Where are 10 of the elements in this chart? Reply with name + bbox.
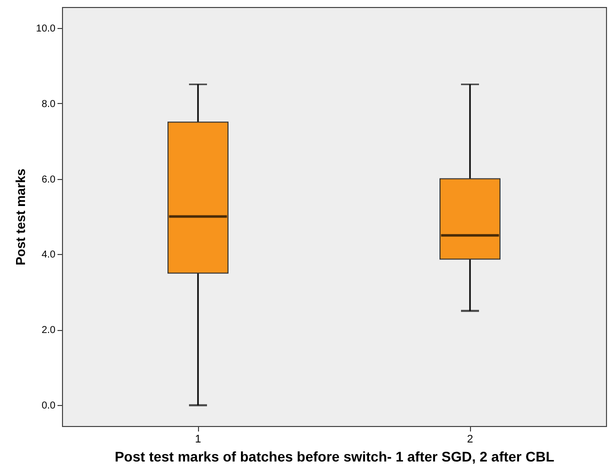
y-tick-label: 10.0 (36, 23, 56, 34)
y-tick-label: 2.0 (42, 325, 56, 336)
y-axis-title: Post test marks (13, 168, 28, 266)
x-tick-label: 2 (466, 434, 474, 446)
y-tick-label: 0.0 (42, 400, 56, 412)
y-tick-label: 6.0 (42, 174, 56, 186)
y-tick-label: 4.0 (42, 250, 56, 261)
y-tick-label: 8.0 (42, 98, 56, 110)
x-tick-label: 1 (194, 434, 202, 446)
x-axis-title: Post test marks of batches before switch- 1 after SGD, 2 after CBL (114, 448, 555, 464)
